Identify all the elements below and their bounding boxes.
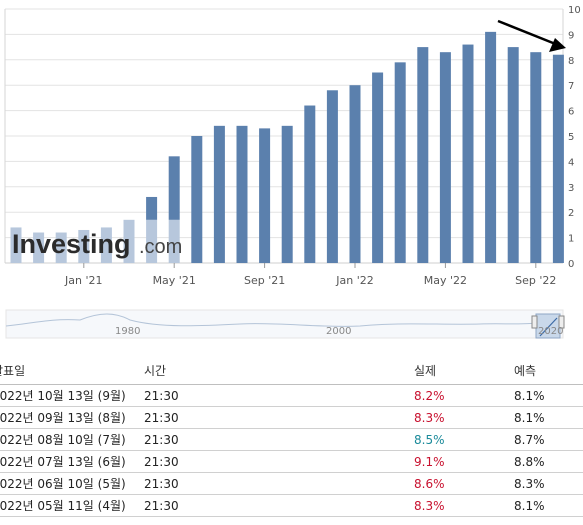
forecast-bar [55, 232, 67, 263]
investing-logo: Investing .com [12, 229, 182, 259]
row-date: 2022년 07월 13일 (6월) [0, 450, 144, 473]
row-actual: 8.3% [414, 494, 514, 517]
bar[interactable] [417, 47, 429, 263]
row-date: 2022년 05월 11일 (4월) [0, 494, 144, 517]
y-tick-label: 9 [568, 30, 574, 41]
x-tick-label: Jan '22 [335, 274, 373, 287]
navigator-label: 2000 [326, 326, 351, 337]
row-date: 2022년 10월 13일 (9월) [0, 384, 144, 407]
navigator-label: 2020 [538, 326, 563, 337]
y-tick-label: 0 [568, 259, 574, 270]
bar[interactable] [191, 136, 203, 263]
row-time: 21:30 [144, 450, 414, 473]
row-actual: 8.5% [414, 428, 514, 451]
navigator-label: 1980 [115, 326, 140, 337]
logo-brand: Investing [12, 229, 131, 259]
x-tick-label: Sep '22 [515, 274, 556, 287]
bar[interactable] [530, 52, 542, 264]
bar[interactable] [236, 125, 248, 263]
navigator-line [5, 313, 556, 327]
table-row: 2022년 05월 11일 (4월) 21:30 8.3% 8.1% [0, 494, 583, 517]
bar[interactable] [281, 125, 293, 263]
forecast-bars [10, 219, 180, 263]
row-actual: 8.6% [414, 472, 514, 495]
navigator[interactable]: 1980 2000 2020 [0, 306, 583, 344]
forecast-bar [10, 227, 22, 263]
forecast-bar [123, 219, 135, 263]
y-tick-label: 4 [568, 157, 574, 168]
table-header-row: 발표일 시간 실제 예측 [0, 356, 583, 385]
bar[interactable] [326, 90, 338, 263]
bar[interactable] [146, 196, 158, 220]
row-forecast: 8.3% [514, 472, 583, 495]
bars [146, 31, 564, 264]
x-tick-label: Sep '21 [244, 274, 285, 287]
row-date: 2022년 09월 13일 (8월) [0, 406, 144, 429]
header-time[interactable]: 시간 [144, 356, 414, 385]
y-axis: 0 1 2 3 4 5 6 7 8 9 10 [568, 5, 581, 270]
bar[interactable] [394, 62, 406, 264]
row-forecast: 8.1% [514, 406, 583, 429]
header-forecast[interactable]: 예측 [514, 356, 583, 385]
row-time: 21:30 [144, 494, 414, 517]
bar[interactable] [439, 52, 451, 264]
logo-suffix: .com [139, 236, 182, 258]
table-row: 2022년 08월 10일 (7월) 21:30 8.5% 8.7% [0, 428, 583, 451]
bar[interactable] [372, 72, 384, 264]
row-forecast: 8.1% [514, 384, 583, 407]
x-tick-label: Jan '21 [64, 274, 102, 287]
row-time: 21:30 [144, 472, 414, 495]
row-date: 2022년 06월 10일 (5월) [0, 472, 144, 495]
row-date: 2022년 08월 10일 (7월) [0, 428, 144, 451]
bar[interactable] [259, 128, 271, 263]
y-tick-label: 6 [568, 107, 574, 118]
navigator-handle-left[interactable] [531, 315, 538, 329]
bar[interactable] [304, 105, 316, 264]
row-time: 21:30 [144, 428, 414, 451]
row-actual: 8.2% [414, 384, 514, 407]
y-tick-label: 3 [568, 183, 574, 194]
y-tick-label: 2 [568, 208, 574, 219]
header-actual[interactable]: 실제 [414, 356, 514, 385]
row-actual: 9.1% [414, 450, 514, 473]
row-forecast: 8.8% [514, 450, 583, 473]
bar[interactable] [213, 125, 225, 263]
table-row: 2022년 10월 13일 (9월) 21:30 8.2% 8.1% [0, 384, 583, 407]
row-time: 21:30 [144, 406, 414, 429]
row-time: 21:30 [144, 384, 414, 407]
bar[interactable] [485, 31, 497, 263]
forecast-bar [168, 219, 180, 263]
chart: Investing .com 0 1 2 3 4 5 6 7 8 9 10 Jan '21 May '… [4, 5, 581, 287]
table-row: 2022년 07월 13일 (6월) 21:30 9.1% 8.8% [0, 450, 583, 473]
y-tick-label: 10 [568, 5, 581, 16]
bar[interactable] [552, 54, 564, 263]
x-tick-label: May '21 [153, 274, 196, 287]
bar[interactable] [168, 156, 180, 220]
forecast-bar [33, 232, 45, 263]
y-tick-label: 1 [568, 234, 574, 245]
releases-table: 발표일 시간 실제 예측 2022년 10월 13일 (9월)21:308.2%… [0, 356, 583, 517]
row-forecast: 8.1% [514, 494, 583, 517]
forecast-bar [78, 229, 90, 263]
row-actual: 8.3% [414, 406, 514, 429]
bar[interactable] [462, 44, 474, 264]
y-tick-label: 8 [568, 56, 574, 67]
arrow-annotation [497, 19, 566, 52]
navigator-handle-right[interactable] [558, 315, 565, 329]
x-axis: Jan '21 May '21 Sep '21 Jan '22 May '22 Sep '… [64, 263, 556, 287]
bar[interactable] [507, 47, 519, 263]
table-row: 2022년 06월 10일 (5월) 21:30 8.6% 8.3% [0, 472, 583, 495]
table-row: 2022년 09월 13일 (8월) 21:30 8.3% 8.1% [0, 406, 583, 429]
x-tick-label: May '22 [424, 274, 467, 287]
y-tick-label: 7 [568, 81, 574, 92]
row-forecast: 8.7% [514, 428, 583, 451]
header-date[interactable]: 발표일 [0, 356, 144, 385]
bar[interactable] [349, 85, 361, 263]
forecast-bar [100, 227, 112, 263]
y-tick-label: 5 [568, 132, 574, 143]
forecast-bar [146, 219, 158, 263]
